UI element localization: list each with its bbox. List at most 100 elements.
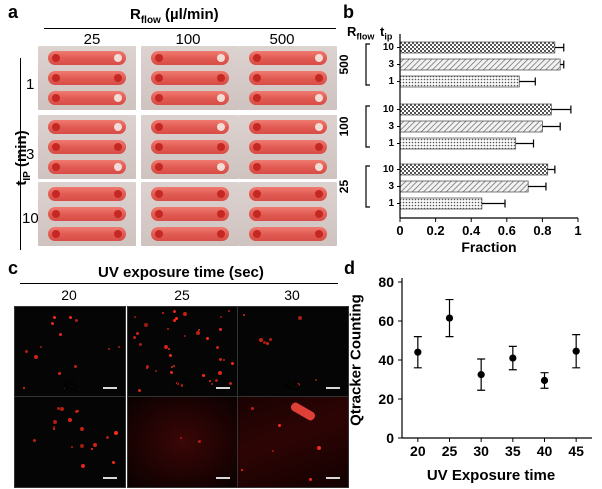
fluorescent-spot: [184, 335, 186, 337]
microchannel: [249, 51, 327, 65]
x-tick-label: 45: [568, 443, 584, 459]
fluorescent-spot: [155, 370, 157, 372]
uv-title-rule: [20, 283, 338, 284]
data-point: [477, 371, 485, 379]
fluorescent-spot: [272, 450, 274, 452]
bar: [399, 103, 552, 116]
group-label-rflow: 25: [337, 180, 351, 194]
microchannel: [249, 207, 327, 221]
microchannel-photo: [141, 182, 239, 246]
microchannel: [48, 91, 126, 105]
bar: [399, 163, 549, 176]
microchannel-photo: [38, 115, 136, 179]
inlet-dot: [253, 190, 261, 198]
inlet-dot: [52, 54, 60, 62]
scale-bar: [216, 387, 230, 389]
bar-header: Rflow tip: [347, 24, 393, 42]
fluorescent-spot: [139, 343, 142, 346]
scale-bar: [326, 477, 340, 479]
fluorescence-image: [237, 396, 349, 488]
fluorescent-spot: [108, 348, 110, 350]
microchannel: [48, 120, 126, 134]
fluorescent-spot: [136, 332, 139, 335]
fluorescent-spot: [202, 374, 205, 377]
inlet-dot: [52, 143, 60, 151]
outlet-dot: [114, 190, 122, 198]
y-tick-label: 20: [378, 391, 394, 407]
inlet-dot: [155, 143, 163, 151]
panel-c-label: c: [8, 258, 19, 278]
fluorescent-spot: [40, 346, 42, 348]
bar-tip-label: 10: [383, 104, 395, 115]
fluorescent-spot: [77, 410, 79, 412]
fluorescent-spot: [134, 316, 136, 318]
microchannel: [249, 91, 327, 105]
inlet-dot: [155, 74, 163, 82]
fluorescent-spot: [106, 436, 109, 439]
group-bracket: [365, 105, 370, 148]
d-xlabel: UV Exposure time: [427, 467, 555, 484]
fluorescent-spot: [25, 350, 28, 353]
fluorescent-spot: [57, 407, 60, 410]
fluorescent-spot: [60, 407, 64, 411]
x-tick-label: 20: [410, 443, 426, 459]
outlet-dot: [315, 74, 323, 82]
inlet-dot: [52, 123, 60, 131]
microchannel: [48, 227, 126, 241]
inlet-dot: [52, 94, 60, 102]
fluorescent-spot: [216, 346, 219, 349]
fluorescent-spot: [71, 446, 73, 448]
fluorescence-image: [14, 396, 126, 488]
fluorescent-spot: [53, 428, 55, 430]
inlet-dot: [253, 94, 261, 102]
microchannel: [151, 51, 229, 65]
inlet-dot: [253, 143, 261, 151]
fluorescent-spot: [146, 367, 148, 369]
uv-time-label: 30: [284, 287, 300, 303]
fluorescent-spot: [75, 410, 78, 413]
uv-time-label: 25: [174, 287, 190, 303]
fluorescent-spot: [170, 371, 173, 374]
fluorescent-spot: [309, 478, 312, 481]
inlet-dot: [52, 230, 60, 238]
scale-bar: [103, 477, 117, 479]
microchannel-photo: [141, 115, 239, 179]
fluorescent-spot: [231, 362, 234, 365]
panel-a-label: a: [8, 2, 19, 22]
group-label-rflow: 100: [337, 116, 351, 136]
inlet-dot: [52, 210, 60, 218]
outlet-dot: [114, 143, 122, 151]
outlet-dot: [217, 190, 225, 198]
inlet-dot: [253, 123, 261, 131]
inlet-dot: [253, 163, 261, 171]
fluorescent-spot: [298, 316, 302, 320]
microchannel-photo: [239, 115, 337, 179]
scale-bar: [103, 387, 117, 389]
outlet-dot: [114, 74, 122, 82]
outlet-dot: [114, 94, 122, 102]
x-tick-label: 30: [473, 443, 489, 459]
fluorescent-spot: [80, 444, 84, 448]
microchannel: [151, 187, 229, 201]
fluorescent-spot: [33, 439, 36, 442]
fluorescent-spot: [118, 346, 120, 348]
fluorescence-image: [127, 306, 239, 398]
microchannel: [249, 160, 327, 174]
rflow-rule: [44, 28, 336, 29]
fluorescent-spot: [198, 440, 201, 443]
fluorescent-spot: [167, 328, 169, 330]
microchannel: [249, 120, 327, 134]
outlet-dot: [217, 230, 225, 238]
fluorescent-spot: [173, 365, 175, 367]
inlet-dot: [155, 54, 163, 62]
group-bracket: [365, 43, 370, 86]
inlet-dot: [155, 210, 163, 218]
y-tick-label: 0: [386, 430, 394, 446]
error-bar: [528, 182, 547, 191]
fluorescent-spot: [162, 312, 164, 314]
microchannel: [48, 207, 126, 221]
error-bar: [560, 60, 565, 69]
bar-tip-label: 10: [383, 42, 395, 53]
outlet-dot: [315, 210, 323, 218]
inlet-dot: [155, 163, 163, 171]
